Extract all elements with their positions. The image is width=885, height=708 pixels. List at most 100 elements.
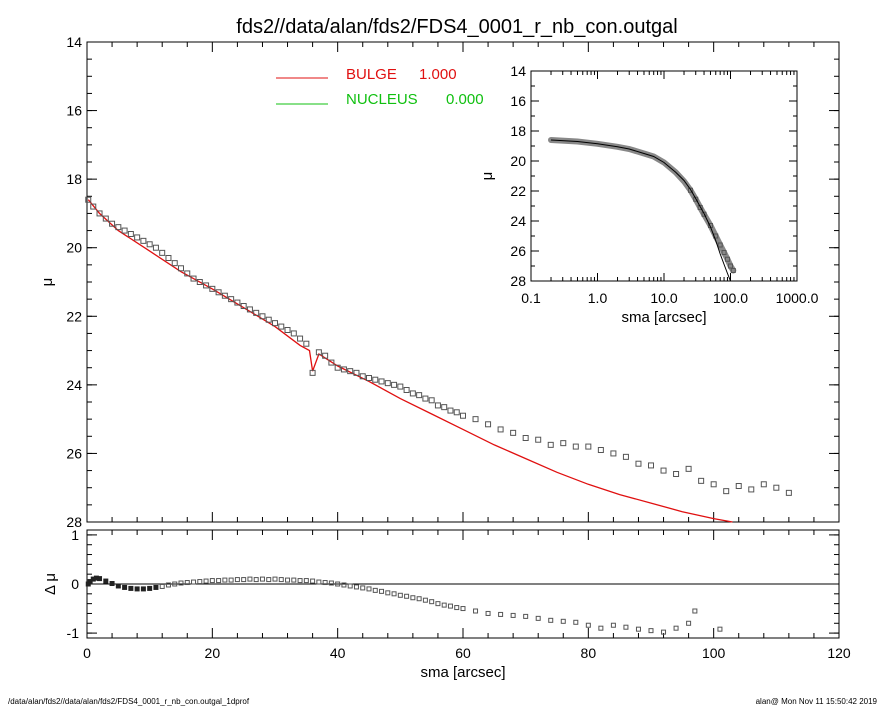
residual-point: [266, 577, 272, 583]
data-point: [635, 460, 642, 467]
data-point: [259, 313, 266, 320]
residual-point: [360, 585, 366, 591]
main-y-tick-label: 24: [66, 377, 82, 393]
inset-data-point: [724, 256, 730, 262]
inset-y-tick-label: 26: [510, 243, 526, 259]
inset-x-axis-label: sma [arcsec]: [621, 309, 706, 326]
data-point: [102, 215, 109, 222]
data-point: [146, 241, 153, 248]
data-point: [347, 368, 354, 375]
data-point: [660, 467, 667, 474]
inset-y-tick-label: 22: [510, 183, 526, 199]
residual-x-tick-label: 100: [702, 645, 726, 661]
residual-point: [165, 582, 171, 588]
inset-data-point: [717, 242, 723, 248]
residual-point: [686, 620, 692, 626]
data-point: [284, 327, 291, 333]
data-point: [309, 369, 316, 376]
data-point: [434, 402, 441, 409]
residual-point: [234, 577, 240, 583]
inset-x-tick-label: 100.0: [713, 290, 748, 306]
data-point: [121, 227, 128, 234]
data-point: [178, 265, 184, 272]
residual-point: [441, 602, 447, 608]
data-point: [140, 237, 147, 244]
residual-point: [573, 619, 579, 625]
inset-x-tick-label: 1.0: [588, 290, 608, 306]
inset-model-line: [550, 139, 732, 282]
data-point: [485, 421, 492, 428]
residual-point: [115, 583, 121, 589]
data-point: [134, 234, 141, 241]
residual-y-tick-labels: 1 0 -1: [67, 527, 80, 641]
data-point: [359, 373, 366, 380]
inset-data-point: [730, 268, 736, 273]
residual-point: [122, 584, 128, 590]
residual-point: [397, 592, 403, 598]
data-point: [409, 390, 416, 397]
residual-point: [498, 611, 504, 617]
data-point: [246, 306, 253, 313]
main-y-tick-label: 26: [66, 445, 82, 461]
data-point: [497, 426, 504, 433]
data-point: [391, 381, 398, 388]
residual-point: [635, 626, 641, 632]
inset-data-point: [693, 196, 699, 202]
main-axis-ticks: [86, 41, 840, 523]
residual-x-tick-labels: 0 20 40 60 80 100 120: [83, 645, 851, 661]
chart-title: fds2//data/alan/fds2/FDS4_0001_r_nb_con.…: [236, 16, 677, 38]
inset-y-tick-labels: 14 16 18 20 22 24 26 28: [510, 63, 526, 289]
main-profile-panel: 14 16 18 20 22 24 26 28 μ BULGE 1.000 NUCLEUS 0…: [39, 34, 840, 530]
data-point: [710, 481, 717, 488]
data-point: [290, 330, 297, 337]
residual-point: [535, 615, 541, 621]
inset-series-group: [548, 137, 737, 282]
residual-point: [585, 622, 591, 628]
data-point: [240, 303, 247, 309]
residual-point: [228, 577, 234, 583]
data-point: [384, 380, 391, 387]
data-point: [472, 416, 479, 423]
data-point: [215, 289, 222, 296]
residual-point: [109, 581, 115, 587]
residual-point: [510, 612, 516, 618]
data-point: [85, 196, 92, 203]
data-point: [610, 450, 617, 457]
main-y-tick-label: 20: [66, 240, 82, 256]
residual-point: [347, 583, 353, 589]
residual-point: [410, 595, 416, 601]
residual-point: [485, 610, 491, 616]
residual-point: [379, 588, 385, 594]
data-point: [748, 486, 755, 493]
main-y-tick-label: 22: [66, 308, 82, 324]
data-point: [673, 471, 680, 477]
inset-x-tick-label: 10.0: [650, 290, 677, 306]
data-point: [735, 483, 742, 489]
main-y-axis-label: μ: [39, 278, 56, 287]
residual-point: [303, 578, 309, 584]
data-point: [165, 255, 172, 261]
residual-point: [366, 586, 372, 592]
data-point: [760, 481, 767, 488]
residual-point: [335, 581, 341, 587]
residual-point: [598, 625, 604, 631]
residual-point: [209, 578, 215, 584]
legend-value-bulge: 1.000: [419, 66, 457, 83]
legend: BULGE 1.000 NUCLEUS 0.000: [276, 66, 484, 108]
residual-point: [328, 580, 334, 586]
residual-point: [648, 628, 654, 634]
residual-x-tick-label: 120: [827, 645, 851, 661]
inset-x-tick-labels: 0.1 1.0 10.0 100.0 1000.0: [521, 290, 818, 306]
legend-label-nucleus: NUCLEUS: [346, 91, 418, 108]
data-point: [334, 364, 341, 371]
residual-point: [247, 576, 253, 582]
data-point: [397, 383, 404, 390]
data-point: [366, 375, 372, 381]
inset-data-point: [701, 211, 707, 217]
residual-point: [216, 578, 222, 584]
inset-background: [530, 70, 798, 282]
residual-point: [454, 605, 460, 611]
data-point: [297, 335, 304, 342]
residual-point: [391, 591, 397, 597]
data-point: [328, 359, 335, 366]
